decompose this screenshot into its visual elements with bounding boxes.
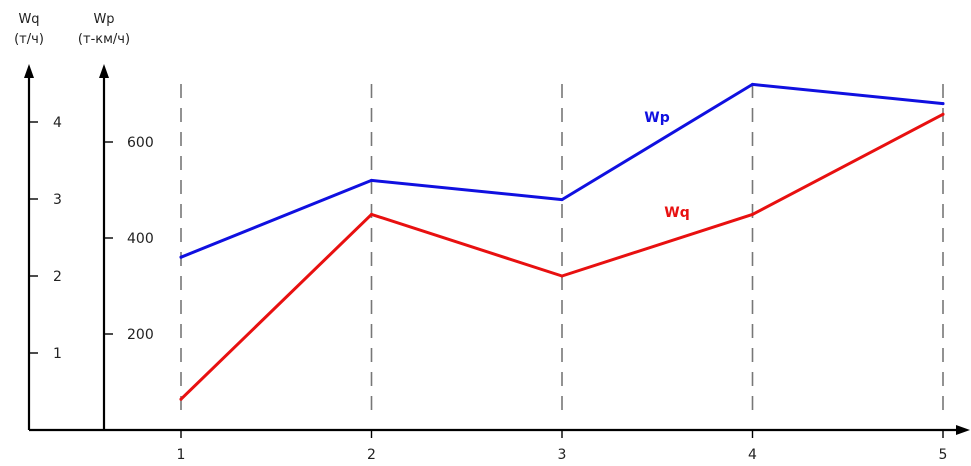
wq-axis-unit: (т/ч) — [14, 32, 44, 47]
wp-axis-ticks: 200 400 600 — [104, 135, 154, 343]
data-point-wq — [751, 212, 754, 216]
wq-tick-label: 4 — [53, 115, 62, 131]
wp-axis-unit: (т-км/ч) — [78, 32, 130, 47]
data-point-wp — [941, 102, 945, 106]
data-point-wp — [370, 178, 373, 182]
wq-tick-label: 1 — [53, 346, 62, 362]
data-point-wp — [560, 198, 564, 202]
x-tick-label: 2 — [367, 447, 376, 463]
series-label-wp: Wp — [644, 110, 669, 126]
x-axis-arrow — [956, 425, 970, 435]
vertical-grid — [180, 84, 944, 420]
x-tick-label: 4 — [748, 447, 757, 463]
wp-tick-label: 200 — [127, 327, 154, 343]
wq-axis-title: Wq — [18, 12, 39, 27]
wp-axis-title: Wp — [93, 12, 114, 27]
wp-tick-label: 600 — [127, 135, 154, 151]
data-point-wq — [941, 112, 945, 116]
x-tick-label: 1 — [177, 447, 186, 463]
wq-tick-label: 2 — [53, 269, 62, 285]
series-label-wq: Wq — [664, 205, 689, 221]
data-point-wq — [370, 212, 373, 216]
data-point-wp — [179, 255, 183, 259]
series-lines — [179, 82, 945, 401]
x-tick-label: 5 — [939, 447, 948, 463]
wq-axis-ticks: 1 2 3 4 — [29, 115, 62, 362]
wp-tick-label: 400 — [127, 231, 154, 247]
data-point-wp — [751, 82, 754, 86]
data-point-wq — [179, 397, 183, 401]
wq-axis-arrow — [24, 64, 34, 78]
data-point-wq — [560, 274, 564, 278]
wp-axis-arrow — [99, 64, 109, 78]
wq-tick-label: 3 — [53, 192, 62, 208]
x-tick-label: 3 — [558, 447, 567, 463]
x-axis-ticks: 1 2 3 4 5 — [177, 430, 948, 463]
